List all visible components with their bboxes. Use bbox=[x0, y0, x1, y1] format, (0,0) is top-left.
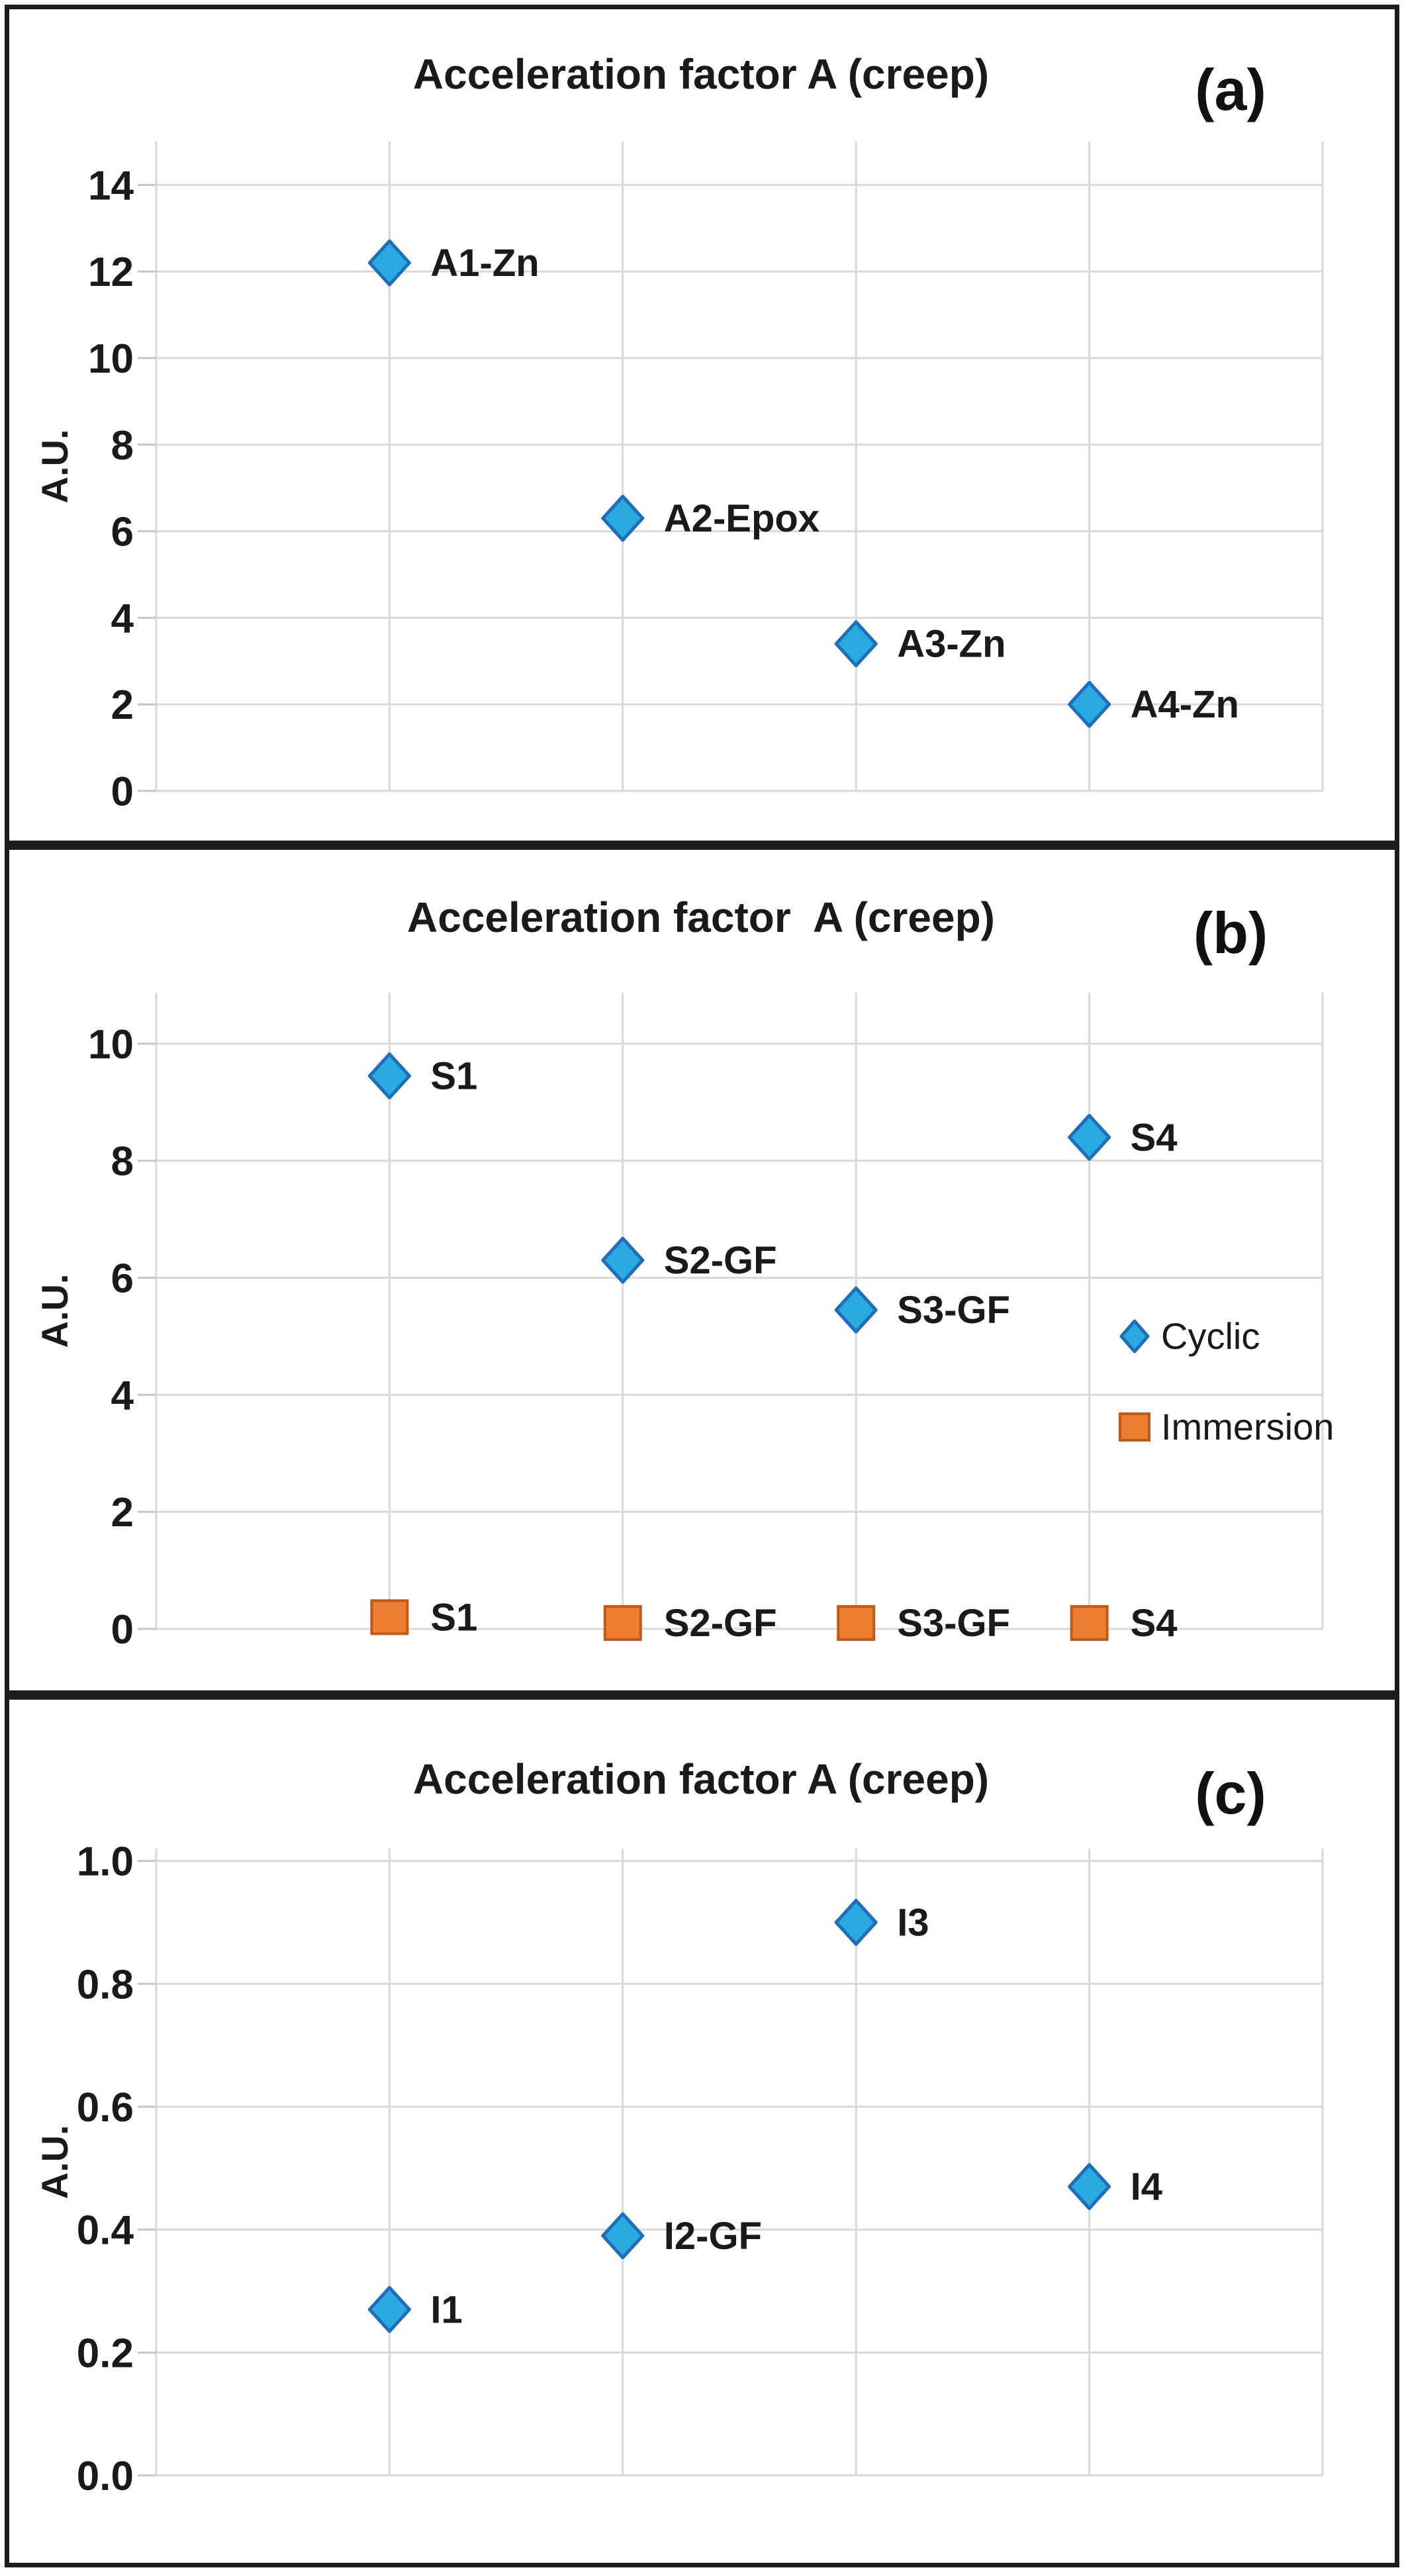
data-point-label: I2-GF bbox=[664, 2215, 762, 2258]
y-tick-label: 12 bbox=[88, 250, 134, 295]
panel-letter: (a) bbox=[1195, 57, 1266, 122]
data-point-label: S1 bbox=[430, 1596, 477, 1639]
panel-b: 0 2 4 6 8 10 Acceleration factor A (creep) (b) A… bbox=[5, 845, 1399, 1695]
y-tick-label: 0 bbox=[111, 769, 134, 815]
chart-title: Acceleration factor A (creep) bbox=[407, 894, 995, 941]
y-tick-label: 4 bbox=[111, 1373, 134, 1418]
y-tick-label: 1.0 bbox=[77, 1839, 134, 1885]
data-point-marker bbox=[1070, 1605, 1109, 1641]
panel-a: 0 2 4 6 8 10 12 14 Acceleration factor A (creep)… bbox=[5, 5, 1399, 845]
data-point-marker bbox=[367, 1052, 411, 1100]
data-point-marker bbox=[834, 1898, 878, 1946]
y-tick-label: 6 bbox=[111, 1256, 134, 1302]
y-tick-label: 8 bbox=[111, 423, 134, 469]
chart-title: Acceleration factor A (creep) bbox=[413, 1755, 989, 1803]
data-point-marker bbox=[367, 239, 411, 287]
y-tick-label: 14 bbox=[88, 163, 134, 208]
data-point-label: S3-GF bbox=[897, 1602, 1010, 1645]
data-point-marker bbox=[603, 1605, 642, 1641]
data-point-marker bbox=[1068, 2163, 1111, 2211]
data-point-label: S4 bbox=[1131, 1116, 1178, 1159]
data-point-label: S2-GF bbox=[664, 1239, 777, 1282]
legend-label: Cyclic bbox=[1161, 1315, 1260, 1357]
panel-c: 0.0 0.2 0.4 0.6 0.8 1.0 Acceleration factor A … bbox=[5, 1695, 1399, 2567]
legend-marker-cyclic bbox=[1119, 1319, 1150, 1354]
data-point-label: I1 bbox=[430, 2288, 462, 2331]
data-point-marker bbox=[370, 1599, 409, 1635]
data-point-label: A4-Zn bbox=[1131, 683, 1239, 726]
y-tick-label: 8 bbox=[111, 1139, 134, 1185]
data-point-marker bbox=[601, 1236, 645, 1284]
y-tick-label: 2 bbox=[111, 1490, 134, 1536]
chart-a-scatter: 0 2 4 6 8 10 12 14 Acceleration factor A (creep)… bbox=[34, 50, 1324, 815]
chart-b-scatter: 0 2 4 6 8 10 Acceleration factor A (creep) (b) A… bbox=[34, 894, 1334, 1653]
data-point-label: S4 bbox=[1131, 1602, 1178, 1645]
legend-marker-immersion bbox=[1119, 1412, 1150, 1442]
data-point-marker bbox=[837, 1605, 876, 1641]
y-tick-label: 0.0 bbox=[77, 2454, 134, 2499]
y-tick-label: 10 bbox=[88, 336, 134, 382]
y-tick-label: 0.4 bbox=[77, 2208, 134, 2254]
data-point-label: I3 bbox=[897, 1901, 929, 1944]
y-axis-label: A.U. bbox=[34, 430, 75, 504]
chart-title: Acceleration factor A (creep) bbox=[413, 50, 989, 98]
y-tick-label: 2 bbox=[111, 682, 134, 728]
data-point-marker bbox=[601, 2212, 645, 2260]
data-point-marker bbox=[834, 620, 878, 668]
data-point-marker bbox=[367, 2285, 411, 2333]
data-point-marker bbox=[834, 1286, 878, 1334]
chart-c-scatter: 0.0 0.2 0.4 0.6 0.8 1.0 Acceleration factor A … bbox=[34, 1755, 1324, 2499]
panel-letter: (c) bbox=[1195, 1761, 1266, 1826]
data-point-label: I4 bbox=[1131, 2166, 1162, 2209]
y-tick-label: 0.6 bbox=[77, 2085, 134, 2131]
panel-letter: (b) bbox=[1193, 900, 1268, 966]
data-point-label: S2-GF bbox=[664, 1602, 777, 1645]
y-tick-label: 4 bbox=[111, 596, 134, 641]
y-axis-label: A.U. bbox=[34, 2125, 75, 2199]
y-tick-label: 6 bbox=[111, 510, 134, 555]
data-point-marker bbox=[1068, 1113, 1111, 1161]
data-point-label: A2-Epox bbox=[664, 497, 819, 540]
y-tick-label: 10 bbox=[88, 1022, 134, 1068]
data-point-label: S1 bbox=[430, 1055, 477, 1098]
data-point-label: A3-Zn bbox=[897, 623, 1006, 666]
data-point-marker bbox=[601, 494, 645, 542]
data-point-marker bbox=[1068, 680, 1111, 728]
legend-label: Immersion bbox=[1161, 1406, 1334, 1448]
y-tick-label: 0.2 bbox=[77, 2330, 134, 2376]
data-point-label: S3-GF bbox=[897, 1289, 1010, 1332]
y-tick-label: 0 bbox=[111, 1607, 134, 1653]
data-point-label: A1-Zn bbox=[430, 242, 539, 285]
y-tick-label: 0.8 bbox=[77, 1962, 134, 2007]
y-axis-label: A.U. bbox=[34, 1274, 75, 1348]
